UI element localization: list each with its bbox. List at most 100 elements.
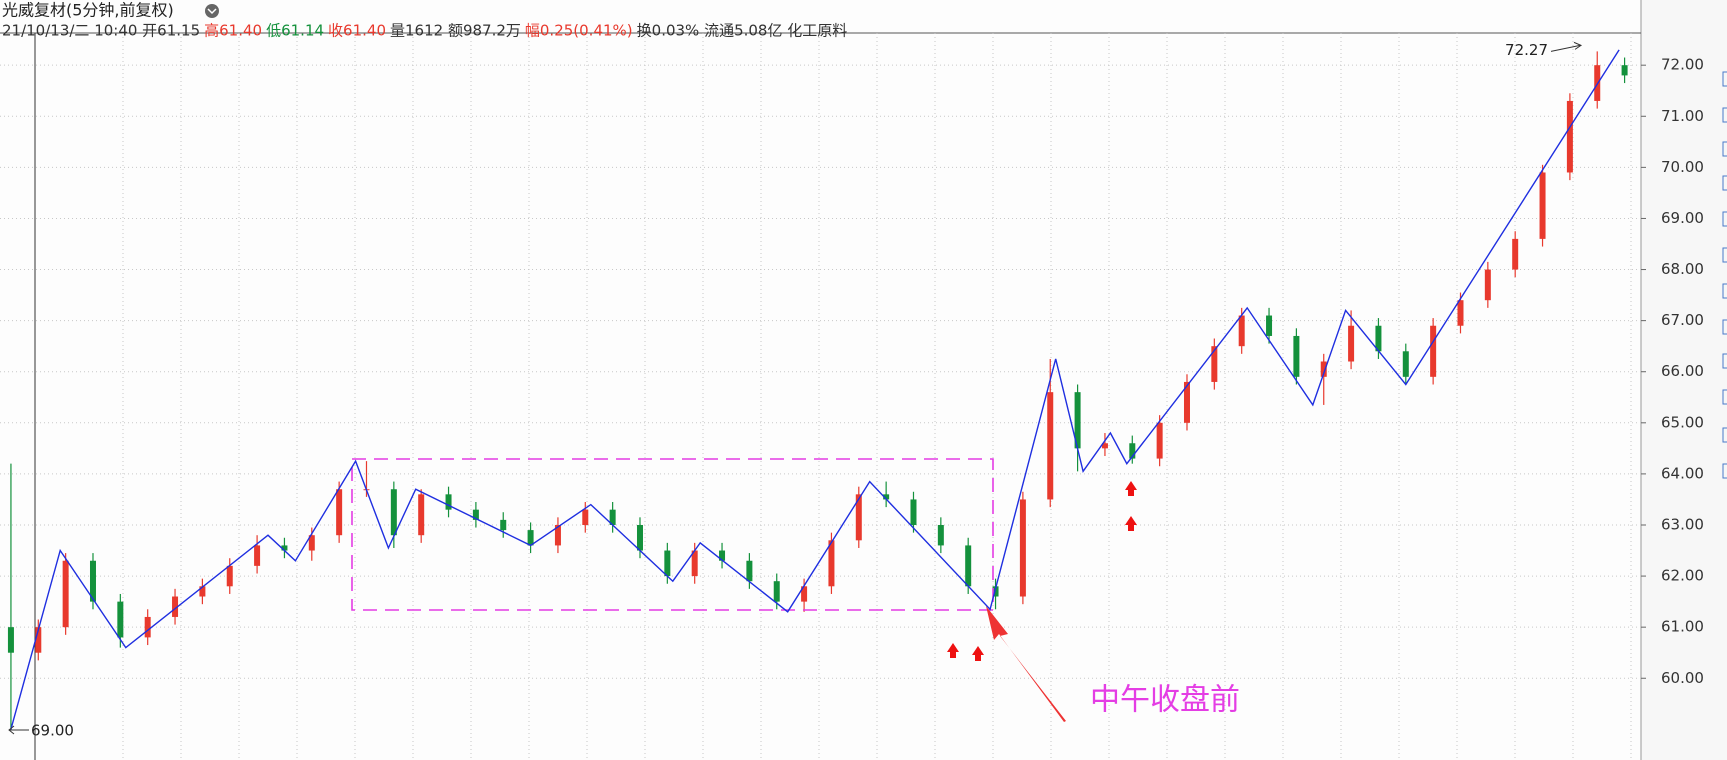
- candle-body: [1129, 443, 1136, 459]
- y-tick-label: 63.00: [1661, 515, 1704, 533]
- y-tick-label: 71.00: [1661, 107, 1704, 125]
- y-tick-label: 65.00: [1661, 413, 1704, 431]
- candle-body: [445, 494, 452, 510]
- candle-body: [144, 616, 151, 638]
- y-tick-label: 66.00: [1661, 362, 1704, 380]
- candle-body: [1320, 361, 1327, 377]
- candle-body: [1156, 422, 1163, 459]
- side-button[interactable]: [1722, 211, 1727, 227]
- candle-body: [1430, 325, 1437, 377]
- chart-title: 光威复材(5分钟,前复权): [2, 1, 174, 20]
- candle-body: [1484, 269, 1491, 301]
- header: 光威复材(5分钟,前复权): [2, 1, 219, 20]
- info-item: 换0.03% 流通5.08亿 化工原料: [637, 22, 848, 40]
- candles: [7, 51, 1628, 730]
- side-button[interactable]: [1722, 175, 1727, 191]
- candle-body: [1047, 392, 1054, 500]
- candle-body: [937, 524, 944, 546]
- candle-body: [1457, 300, 1464, 326]
- side-button[interactable]: [1722, 389, 1727, 405]
- candle-body: [719, 550, 726, 561]
- candle-body: [636, 524, 643, 551]
- up-arrow: [972, 646, 984, 661]
- candle-body: [746, 560, 753, 582]
- candle-body: [7, 627, 14, 653]
- candle-body: [1512, 238, 1519, 270]
- candle-body: [281, 545, 288, 551]
- candle-body: [254, 545, 261, 566]
- info-item: 收61.40: [328, 22, 386, 40]
- candle-body: [199, 586, 206, 597]
- candle-body: [1101, 443, 1108, 449]
- side-button[interactable]: [1722, 107, 1727, 123]
- candle-body: [1566, 100, 1573, 173]
- info-item: 幅0.25(0.41%): [525, 22, 633, 40]
- annotation: 中午收盘前: [1090, 683, 1240, 718]
- candle-body: [664, 550, 671, 577]
- high-pointer: [1550, 41, 1583, 52]
- y-tick-label: 70.00: [1661, 158, 1704, 176]
- candle-body: [1211, 346, 1218, 382]
- candle-body: [1621, 65, 1628, 76]
- candle-body: [1348, 325, 1355, 362]
- candle-body: [226, 565, 233, 587]
- candle-body: [1375, 325, 1382, 352]
- side-button[interactable]: [1722, 353, 1727, 369]
- candle-body: [308, 535, 315, 551]
- up-arrow: [1125, 516, 1137, 531]
- y-tick-label: 72.00: [1661, 56, 1704, 74]
- info-item: 21/10/13/二 10:40 开61.15: [2, 22, 200, 40]
- up-arrow: [1125, 481, 1137, 496]
- candle-body: [855, 494, 862, 541]
- y-tick-label: 69.00: [1661, 209, 1704, 227]
- zigzag-line: [10, 49, 1620, 730]
- axis-panel: [1641, 0, 1727, 760]
- y-tick-label: 67.00: [1661, 311, 1704, 329]
- candle-body: [172, 596, 179, 617]
- y-tick-label: 62.00: [1661, 567, 1704, 585]
- y-tick-label: 61.00: [1661, 618, 1704, 636]
- candle-body: [1293, 335, 1300, 377]
- candle-body: [500, 519, 507, 531]
- candle-body: [883, 494, 890, 500]
- candle-body: [527, 530, 534, 546]
- candle-body: [89, 560, 96, 602]
- candle-body: [35, 627, 42, 653]
- side-button[interactable]: [1722, 319, 1727, 335]
- grid: 60.00 61.00 62.00 63.00 64.00 65.00 66.00 67.00…: [0, 33, 1704, 760]
- info-item: 高61.40: [204, 22, 262, 40]
- candle-body: [1183, 381, 1190, 423]
- candle-body: [992, 586, 999, 597]
- candle-body: [910, 499, 917, 525]
- dropdown-icon[interactable]: [205, 4, 219, 18]
- side-button[interactable]: [1722, 141, 1727, 157]
- candle-body: [1074, 392, 1081, 449]
- candle-body: [1402, 351, 1409, 377]
- candle-body: [418, 494, 425, 536]
- up-arrow: [947, 643, 959, 658]
- candle-body: [965, 545, 972, 587]
- y-tick-label: 68.00: [1661, 260, 1704, 278]
- info-line: 21/10/13/二 10:40 开61.15 高61.40 低61.14 收61.4…: [2, 22, 847, 40]
- candle-body: [1019, 499, 1026, 597]
- candle-body: [609, 509, 616, 525]
- side-button[interactable]: [1722, 463, 1727, 479]
- candle-body: [336, 489, 343, 536]
- candle-body: [828, 540, 835, 587]
- side-button[interactable]: [1722, 427, 1727, 443]
- side-button[interactable]: [1722, 283, 1727, 299]
- candle-body: [582, 509, 589, 525]
- y-tick-label: 64.00: [1661, 464, 1704, 482]
- range-box: [351, 458, 994, 611]
- info-item: 低61.14: [266, 22, 324, 40]
- candle-body: [117, 601, 124, 638]
- side-button[interactable]: [1722, 71, 1727, 87]
- candle-body: [801, 586, 808, 602]
- low-pointer: [8, 725, 29, 735]
- candle-body: [554, 524, 561, 546]
- dropdown-chevron: [207, 8, 217, 15]
- side-buttons: [1722, 71, 1727, 479]
- side-button[interactable]: [1722, 247, 1727, 263]
